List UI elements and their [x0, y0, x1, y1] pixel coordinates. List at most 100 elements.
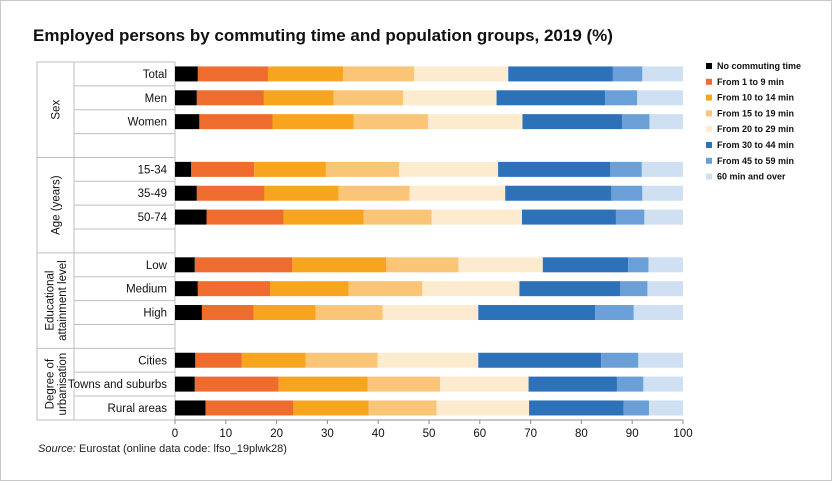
bar-segment	[611, 185, 643, 201]
bar-segment	[175, 376, 195, 392]
bar-segment	[368, 400, 437, 416]
bar-segment	[647, 281, 683, 297]
category-label: Low	[146, 260, 168, 272]
bar-segment	[595, 305, 634, 321]
x-tick-label: 90	[626, 428, 639, 440]
category-table-border	[36, 61, 176, 421]
bar-segment	[642, 185, 683, 201]
bar-segment	[377, 352, 479, 368]
bar-segment	[382, 305, 479, 321]
bar-segment	[175, 90, 197, 106]
category-label: Rural areas	[108, 403, 168, 415]
bar-segment	[638, 352, 683, 368]
legend-entry-label: From 45 to 59 min	[717, 156, 794, 166]
legend-swatch	[706, 63, 712, 69]
bar-segment	[206, 209, 284, 225]
category-label: Towns and suburbs	[68, 379, 167, 391]
bar-segment	[343, 66, 415, 82]
bar-segment	[616, 376, 644, 392]
bar-segment	[353, 114, 428, 130]
legend-swatch	[706, 94, 712, 101]
bar-segment	[440, 376, 529, 392]
group-label: attainment level	[57, 260, 69, 341]
bar-segment	[528, 376, 617, 392]
bar-segment	[521, 209, 616, 225]
group-label: Sex	[51, 100, 63, 120]
bar-segment	[519, 281, 621, 297]
category-label: Men	[145, 93, 167, 105]
legend-entry-label: From 1 to 9 min	[717, 77, 784, 87]
group-label: Degree of	[44, 358, 56, 409]
bar-segment	[175, 66, 198, 82]
bar-segment	[478, 305, 596, 321]
bar-segment	[191, 161, 255, 177]
x-tick-label: 80	[575, 428, 588, 440]
bar-segment	[643, 376, 683, 392]
bar-segment	[529, 400, 624, 416]
bar-segment	[623, 400, 649, 416]
legend-swatch	[706, 126, 712, 133]
bar-segment	[196, 90, 264, 106]
bar-segment	[648, 257, 683, 273]
bar-segment	[175, 161, 192, 177]
bar-segment	[305, 352, 378, 368]
bar-segment	[175, 185, 197, 201]
bar-segment	[409, 185, 506, 201]
bar-segment	[431, 209, 522, 225]
bar-segment	[610, 161, 642, 177]
bar-segment	[197, 281, 270, 297]
legend-entry-label: 60 min and over	[717, 172, 786, 182]
bar-segment	[542, 257, 629, 273]
bar-segment	[496, 90, 606, 106]
bar-segment	[348, 281, 423, 297]
bar-segment	[175, 305, 202, 321]
category-label: Cities	[138, 355, 167, 367]
bar-segment	[263, 90, 334, 106]
bar-segment	[197, 66, 268, 82]
legend-swatch	[706, 78, 712, 85]
legend-entry-label: From 15 to 19 min	[717, 108, 794, 118]
bar-segment	[615, 209, 645, 225]
bar-segment	[508, 66, 613, 82]
bar-segment	[175, 352, 196, 368]
bar-segment	[315, 305, 383, 321]
bar-segment	[478, 352, 602, 368]
group-label: Educational	[44, 271, 56, 331]
bar-segment	[278, 376, 368, 392]
source-note: Source: Eurostat (online data code: lfso…	[38, 443, 287, 455]
x-tick-label: 70	[524, 428, 537, 440]
source-label: Source:	[38, 443, 76, 455]
x-tick-label: 30	[321, 428, 334, 440]
category-label: Total	[143, 69, 167, 81]
x-tick-label: 10	[219, 428, 232, 440]
bar-segment	[386, 257, 459, 273]
legend-entry-label: From 20 to 29 min	[717, 124, 794, 134]
bar-segment	[367, 376, 441, 392]
bar-segment	[264, 185, 339, 201]
bar-segment	[175, 400, 206, 416]
bar-segment	[641, 161, 683, 177]
bar-segment	[199, 114, 273, 130]
bar-segment	[612, 66, 643, 82]
legend-swatch	[706, 157, 712, 164]
bar-segment	[644, 209, 683, 225]
bar-segment	[628, 257, 649, 273]
bar-segment	[605, 90, 638, 106]
bar-segment	[399, 161, 499, 177]
bar-segment	[622, 114, 650, 130]
legend-entry-label: From 10 to 14 min	[717, 93, 794, 103]
category-label: Women	[128, 117, 167, 129]
category-label: Medium	[126, 284, 167, 296]
bar-segment	[458, 257, 543, 273]
bar-segment	[436, 400, 530, 416]
bar-segment	[642, 66, 683, 82]
bar-segment	[620, 281, 648, 297]
bar-segment	[272, 114, 354, 130]
bar-segment	[196, 185, 265, 201]
bar-segment	[522, 114, 623, 130]
group-label: Age (years)	[51, 175, 63, 235]
category-label: 50-74	[138, 212, 168, 224]
bar-segment	[241, 352, 306, 368]
bar-segment	[254, 161, 326, 177]
